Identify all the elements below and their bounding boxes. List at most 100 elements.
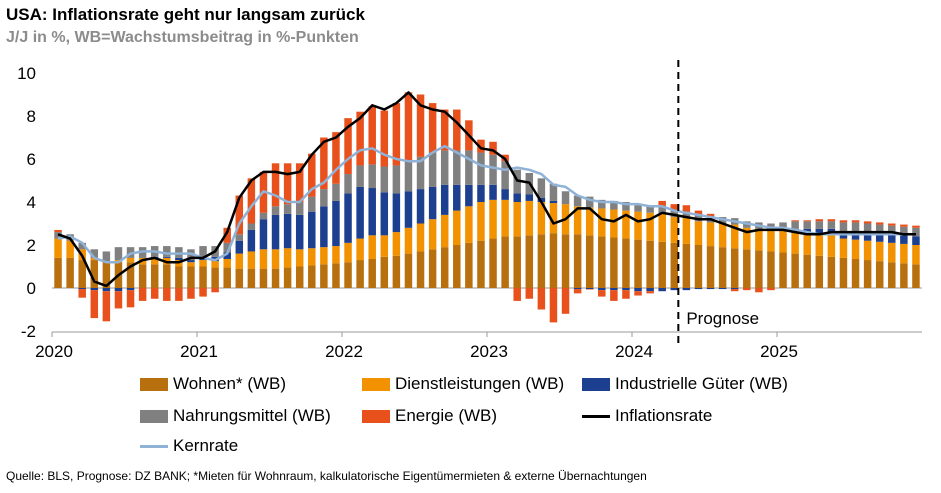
bar-dienst [477,202,485,241]
bar-nahrung [283,204,292,214]
legend-label-wohnen: Wohnen* (WB) [173,374,287,393]
bar-wohnen [634,239,642,288]
bar-energie [658,200,666,208]
bar-nahrung [791,221,799,229]
legend-label-guter: Industrielle Güter (WB) [615,374,788,393]
bar-nahrung [78,242,86,250]
legend-label-dienst: Dienstleistungen (WB) [395,374,565,393]
bar-dienst [404,227,413,254]
bar-wohnen [78,260,86,288]
bar-dienst [66,240,74,258]
y-tick-label: 8 [27,107,36,126]
bar-energie [730,289,739,292]
bar-wohnen [102,262,111,288]
bar-nahrung [851,222,860,232]
inflationsrate-line [57,91,916,288]
bar-wohnen [175,266,183,288]
bar-wohnen [295,266,304,288]
bar-guter [634,288,642,292]
bar-guter [573,288,582,290]
bar-guter [126,288,135,291]
bar-nahrung [453,150,461,185]
bar-nahrung [368,164,376,189]
bar-energie [428,103,437,153]
bar-wohnen [187,266,195,288]
bar-nahrung [549,183,558,201]
bar-nahrung [392,165,401,194]
bar-dienst [779,231,787,253]
bar-energie [380,110,389,167]
bar-energie [163,288,171,301]
bar-nahrung [646,206,654,213]
bar-nahrung [440,150,449,185]
bar-wohnen [718,247,727,288]
bar-dienst [694,221,703,245]
bar-energie [549,288,558,323]
bar-energie [694,210,703,215]
bar-energie [332,132,340,184]
bar-energie [755,288,763,293]
bar-energie [815,219,824,222]
x-tick-label: 2021 [180,342,218,361]
bar-dienst [730,224,739,249]
bar-nahrung [102,251,111,263]
bar-energie [295,163,304,202]
bar-dienst [453,210,461,245]
bar-guter [465,184,473,207]
bar-dienst [573,206,582,235]
bar-energie [622,290,630,299]
bar-dienst [875,241,884,262]
bar-nahrung [477,152,485,185]
bar-wohnen [525,235,534,288]
bar-guter [706,288,715,290]
bar-wohnen [199,266,207,288]
bar-wohnen [863,260,872,288]
bar-guter [175,257,183,261]
bar-dienst [308,248,316,266]
bar-energie [175,288,183,301]
bar-nahrung [428,152,437,187]
bar-nahrung [271,206,280,215]
bar-guter [392,193,401,233]
y-tick-label: 4 [27,193,36,212]
bar-nahrung [416,156,425,190]
bar-guter [247,229,256,252]
legend-item-kern: Kernrate [140,436,238,456]
bar-energie [308,153,316,197]
y-tick-label: 2 [27,236,36,255]
bar-wohnen [900,263,908,288]
bar-energie [344,118,352,175]
bar-dienst [392,232,401,256]
bar-energie [513,288,521,301]
bar-guter [730,288,739,290]
bar-energie [126,290,135,308]
bar-nahrung [827,221,836,229]
legend-label-kern: Kernrate [173,436,239,455]
bar-energie [283,163,292,205]
bar-guter [682,288,691,291]
bar-nahrung [163,246,171,257]
bar-dienst [416,223,425,252]
bar-wohnen [320,264,328,288]
bar-wohnen [694,245,703,288]
bar-nahrung [658,207,666,214]
bar-energie [102,291,111,322]
legend-swatch-wohnen [140,377,168,391]
bar-guter [513,193,521,202]
bar-dienst [259,249,268,269]
bar-wohnen [356,260,364,288]
bar-dienst [718,223,727,248]
bar-guter [501,189,509,200]
y-tick-label: -2 [21,322,36,341]
bar-energie [392,103,401,166]
bar-energie [888,223,896,226]
bar-dienst [283,248,292,268]
bar-wohnen [888,262,896,288]
bar-wohnen [755,250,763,288]
bar-nahrung [501,161,509,190]
legend-line-kern [140,444,168,448]
bar-wohnen [803,254,811,288]
legend-item-energie: Energie (WB) [362,406,497,426]
bar-nahrung [912,227,920,237]
bar-energie [610,290,618,301]
